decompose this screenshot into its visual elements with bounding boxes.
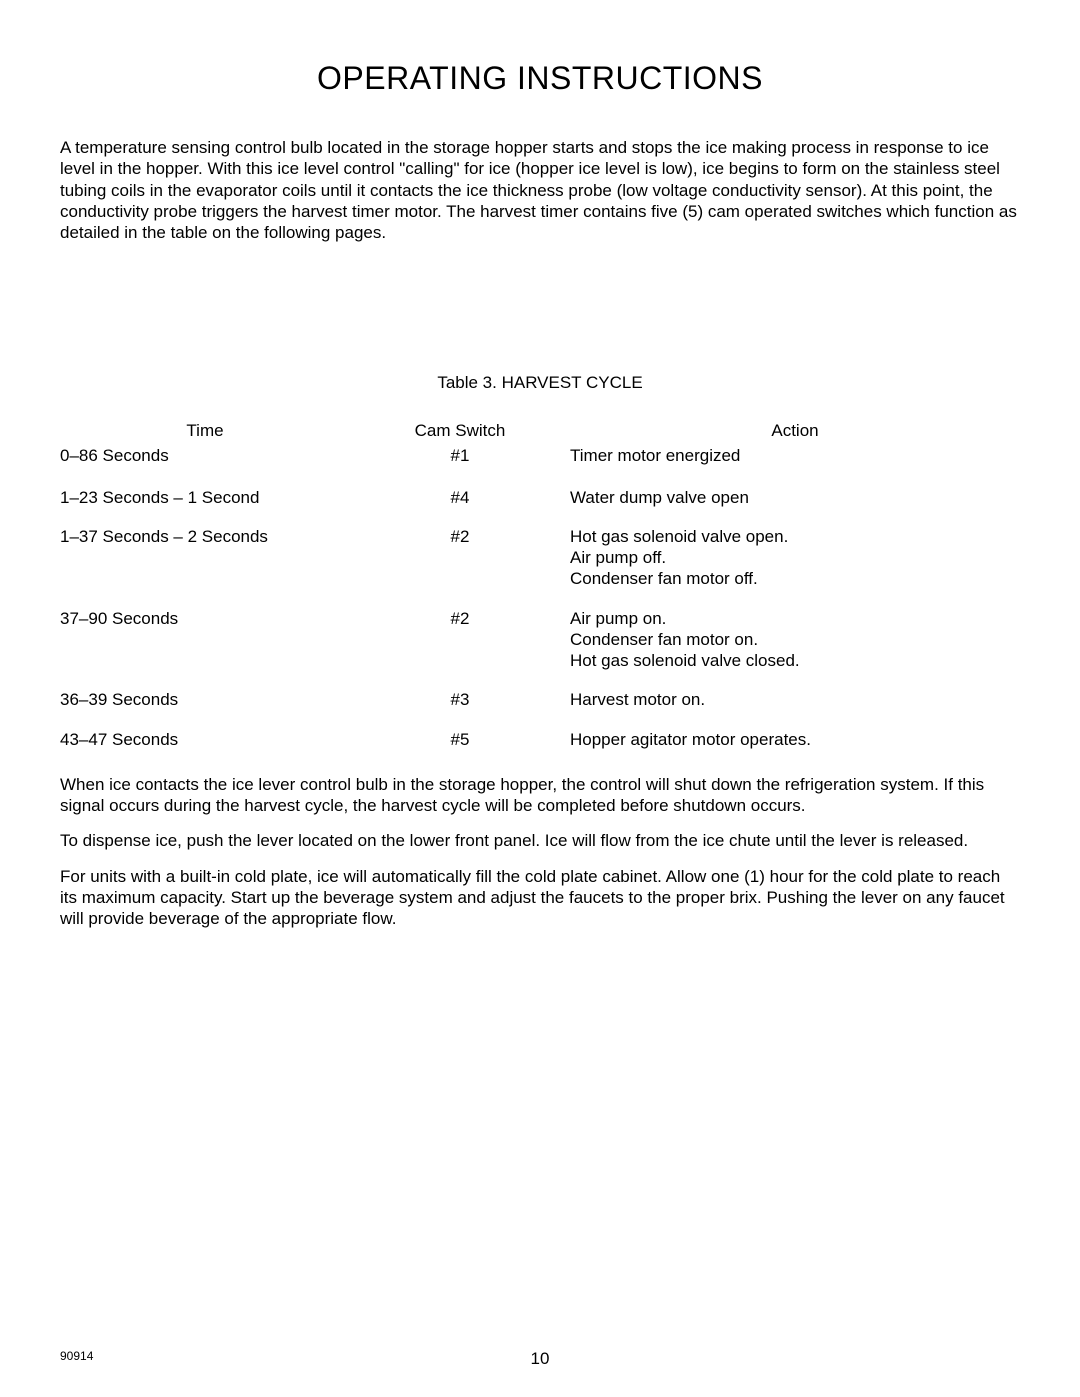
- cell-cam: #1: [350, 445, 570, 466]
- cell-time: 1–23 Seconds – 1 Second: [60, 487, 350, 508]
- harvest-cycle-table: Time Cam Switch Action 0–86 Seconds #1 T…: [60, 421, 1020, 750]
- header-time: Time: [60, 421, 350, 445]
- cell-cam: #2: [350, 608, 570, 672]
- cell-time: 36–39 Seconds: [60, 689, 350, 710]
- table-row: 1–37 Seconds – 2 Seconds #2 Hot gas sole…: [60, 526, 1020, 590]
- cell-action: Harvest motor on.: [570, 689, 1020, 710]
- cell-action: Hopper agitator motor operates.: [570, 729, 1020, 750]
- paragraph-coldplate: For units with a built-in cold plate, ic…: [60, 866, 1020, 930]
- table-row: 43–47 Seconds #5 Hopper agitator motor o…: [60, 729, 1020, 750]
- table-row: 0–86 Seconds #1 Timer motor energized: [60, 445, 1020, 466]
- cell-action: Air pump on. Condenser fan motor on. Hot…: [570, 608, 1020, 672]
- cell-time: 0–86 Seconds: [60, 445, 350, 466]
- cell-cam: #4: [350, 487, 570, 508]
- cell-time: 37–90 Seconds: [60, 608, 350, 672]
- table-row: 37–90 Seconds #2 Air pump on. Condenser …: [60, 608, 1020, 672]
- cell-cam: #5: [350, 729, 570, 750]
- table-row: 36–39 Seconds #3 Harvest motor on.: [60, 689, 1020, 710]
- header-action: Action: [570, 421, 1020, 445]
- footer-pagenum: 10: [60, 1349, 1020, 1369]
- page-footer: 90914 10: [60, 1349, 1020, 1363]
- table-caption: Table 3. HARVEST CYCLE: [60, 373, 1020, 393]
- cell-action: Timer motor energized: [570, 445, 1020, 466]
- cell-time: 1–37 Seconds – 2 Seconds: [60, 526, 350, 590]
- page-title: OPERATING INSTRUCTIONS: [60, 60, 1020, 97]
- paragraph-dispense: To dispense ice, push the lever located …: [60, 830, 1020, 851]
- cell-action: Water dump valve open: [570, 487, 1020, 508]
- cell-cam: #2: [350, 526, 570, 590]
- header-cam-switch: Cam Switch: [350, 421, 570, 445]
- cell-cam: #3: [350, 689, 570, 710]
- cell-action: Hot gas solenoid valve open. Air pump of…: [570, 526, 1020, 590]
- table-row: 1–23 Seconds – 1 Second #4 Water dump va…: [60, 487, 1020, 508]
- page-container: OPERATING INSTRUCTIONS A temperature sen…: [0, 0, 1080, 1397]
- table-header-row: Time Cam Switch Action: [60, 421, 1020, 445]
- cell-time: 43–47 Seconds: [60, 729, 350, 750]
- paragraph-shutdown: When ice contacts the ice lever control …: [60, 774, 1020, 817]
- intro-paragraph: A temperature sensing control bulb locat…: [60, 137, 1020, 243]
